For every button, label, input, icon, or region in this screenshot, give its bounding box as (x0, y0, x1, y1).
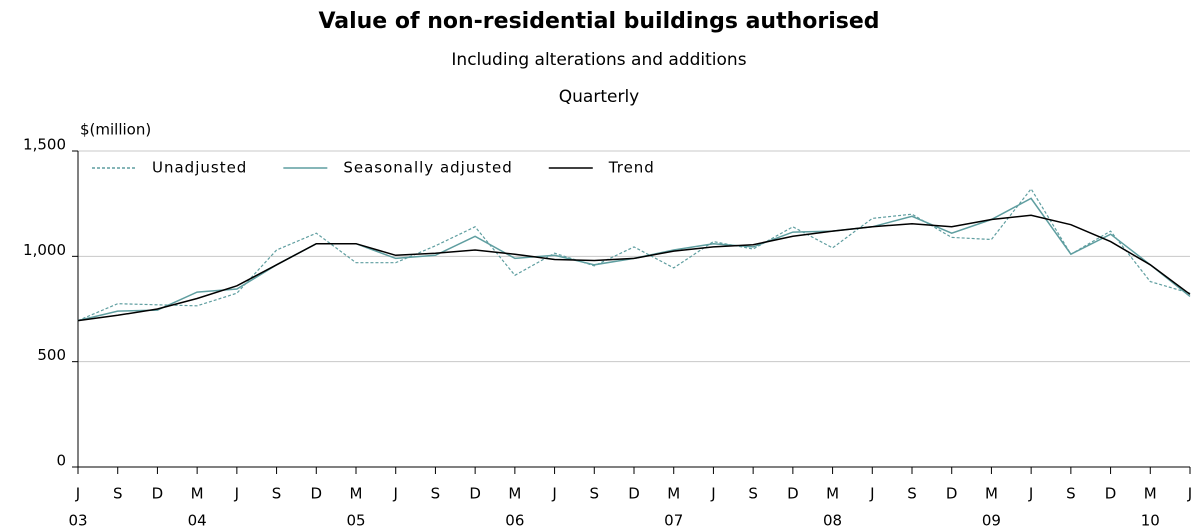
x-tick-label: D (1105, 485, 1117, 503)
x-tick-label: S (272, 485, 282, 503)
x-tick-label: J (551, 485, 556, 503)
x-tick-label: J (1187, 485, 1192, 503)
y-axis-label: $(million) (80, 121, 151, 139)
x-year-label: 09 (982, 512, 1001, 530)
x-tick-label: M (350, 485, 363, 503)
x-tick-label: S (431, 485, 441, 503)
y-tick-label: 0 (56, 452, 66, 470)
x-tick-label: J (869, 485, 874, 503)
chart-subtitle: Quarterly (559, 87, 639, 107)
x-tick-label: M (667, 485, 680, 503)
x-tick-label: M (191, 485, 204, 503)
x-year-label: 05 (346, 512, 365, 530)
x-tick-label: M (826, 485, 839, 503)
x-year-label: 10 (1141, 512, 1160, 530)
x-tick-label: J (1028, 485, 1033, 503)
x-tick-label: S (907, 485, 917, 503)
x-tick-label: M (985, 485, 998, 503)
series-line (77, 214, 1191, 322)
x-year-label: 07 (664, 512, 683, 530)
y-tick-label: 1,000 (23, 241, 66, 259)
y-tick-label: 500 (37, 346, 66, 364)
x-tick-label: D (152, 485, 164, 503)
series-line (77, 187, 1191, 322)
x-tick-label: S (113, 485, 123, 503)
y-tick-label: 1,500 (23, 136, 66, 154)
x-tick-label: M (1144, 485, 1157, 503)
legend-label: Seasonally adjusted (343, 159, 512, 177)
x-tick-label: S (748, 485, 758, 503)
x-tick-label: D (946, 485, 958, 503)
x-tick-label: J (234, 485, 239, 503)
x-tick-label: J (75, 485, 80, 503)
legend-label: Trend (608, 159, 655, 177)
x-tick-label: D (311, 485, 323, 503)
x-year-label: 04 (188, 512, 207, 530)
x-year-label: 06 (505, 512, 524, 530)
x-tick-label: M (508, 485, 521, 503)
chart-subtitle: Including alterations and additions (451, 50, 746, 70)
x-tick-label: S (1066, 485, 1076, 503)
x-tick-label: S (590, 485, 600, 503)
x-tick-label: J (392, 485, 397, 503)
x-tick-label: D (469, 485, 481, 503)
x-tick-label: D (787, 485, 799, 503)
legend-label: Unadjusted (152, 159, 247, 177)
x-tick-label: D (628, 485, 640, 503)
x-year-label: 03 (68, 512, 87, 530)
chart-title: Value of non-residential buildings autho… (318, 9, 879, 34)
x-tick-label: J (710, 485, 715, 503)
x-year-label: 08 (823, 512, 842, 530)
